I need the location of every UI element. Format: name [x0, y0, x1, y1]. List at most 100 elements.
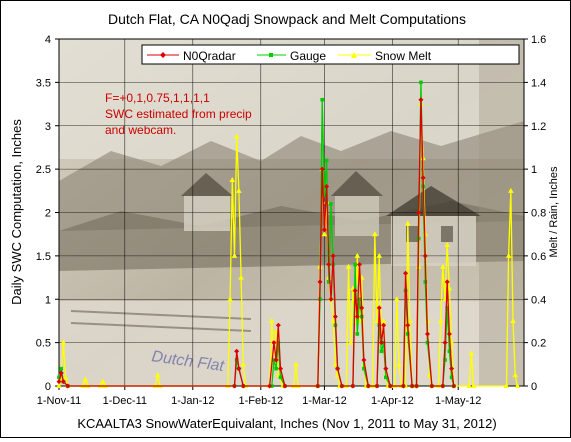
data-point-n0qradar [350, 383, 356, 389]
data-point-snow-melt [508, 187, 514, 193]
data-point-snow-melt [332, 361, 339, 367]
data-point-gauge [357, 297, 362, 302]
data-point-gauge [320, 97, 325, 102]
data-point-snow-melt [466, 383, 472, 388]
data-point-gauge [423, 280, 428, 284]
data-point-n0qradar [282, 383, 288, 389]
data-point-gauge [329, 202, 333, 206]
series-n0qradar [56, 97, 457, 389]
data-point-n0qradar [374, 383, 380, 389]
data-point-n0qradar [65, 383, 71, 389]
data-point-n0qradar [326, 262, 332, 268]
data-point-n0qradar [317, 279, 323, 285]
y-tick-label: 1 [45, 294, 51, 306]
data-point-n0qradar [278, 366, 284, 372]
data-point-n0qradar [387, 383, 393, 389]
data-point-snow-melt [60, 339, 67, 345]
legend-marker-gauge [269, 53, 273, 57]
data-point-snow-melt [404, 220, 411, 226]
data-point-n0qradar [446, 331, 452, 337]
legend-label-gauge: Gauge [290, 49, 326, 63]
y2-tick-label: 0.6 [531, 251, 546, 263]
data-point-snow-melt [514, 383, 521, 388]
data-point-n0qradar [231, 383, 237, 389]
data-point-n0qradar [414, 383, 420, 389]
data-point-n0qradar [440, 383, 446, 389]
data-point-n0qradar [376, 305, 382, 311]
data-point-snow-melt [510, 317, 516, 323]
data-point-snow-melt [470, 383, 477, 388]
y2-tick-label: 1.2 [531, 121, 546, 133]
x-tick-label: 1-Dec-11 [103, 395, 147, 407]
x-axis-label: KCAALTA3 SnowWaterEquivalant, Inches (No… [77, 416, 496, 431]
data-point-n0qradar [354, 314, 360, 320]
data-point-n0qradar [383, 366, 389, 372]
y2-tick-label: 1 [531, 164, 537, 176]
data-point-gauge [425, 340, 430, 345]
x-tick-label: 1-Mar-12 [302, 395, 347, 407]
data-point-snow-melt [437, 317, 444, 323]
x-tick-label: 1-Jan-12 [171, 395, 214, 407]
y2-tick-label: 0.4 [531, 294, 546, 306]
x-tick-label: 1-Apr-12 [371, 395, 414, 407]
data-point-n0qradar [451, 383, 457, 389]
data-point-snow-melt [231, 252, 238, 258]
x-tick-label: 1-Feb-12 [238, 395, 283, 407]
data-point-n0qradar [60, 379, 66, 385]
y2-tick-label: 1.4 [531, 77, 546, 89]
y2-tick-label: 0 [531, 381, 537, 393]
x-tick-label: 1-Nov-11 [37, 395, 81, 407]
data-point-snow-melt [347, 339, 354, 345]
data-point-snow-melt [444, 242, 451, 248]
data-point-snow-melt [345, 263, 352, 269]
data-point-n0qradar [271, 340, 277, 346]
data-point-n0qradar [339, 383, 345, 389]
data-point-gauge [324, 158, 329, 163]
data-point-n0qradar [267, 383, 273, 389]
legend-marker-n0qradar [160, 52, 166, 58]
data-point-gauge [449, 375, 454, 380]
data-point-gauge [274, 366, 278, 371]
legend-marker-snow-melt [351, 52, 357, 58]
data-point-snow-melt [229, 176, 236, 182]
y-tick-label: 0.5 [36, 338, 51, 350]
data-point-n0qradar [409, 383, 415, 389]
data-point-n0qradar [361, 357, 367, 363]
y-tick-label: 0 [45, 381, 51, 393]
annotation-line-3: and webcam. [105, 123, 176, 137]
data-point-gauge [278, 375, 283, 380]
data-point-gauge [384, 375, 388, 380]
data-point-snow-melt [354, 252, 361, 258]
data-point-snow-melt [330, 317, 336, 323]
data-point-snow-melt [505, 252, 512, 258]
data-point-snow-melt [468, 350, 475, 356]
data-point-snow-melt [407, 317, 413, 323]
data-point-n0qradar [422, 253, 428, 259]
data-point-n0qradar [442, 340, 448, 346]
annotation-line-1: F=+0,1,0.75,1,1,1,1 [105, 91, 210, 105]
data-point-snow-melt [233, 133, 240, 139]
data-point-snow-melt [372, 231, 378, 237]
data-point-gauge [419, 80, 423, 85]
y2-tick-label: 0.2 [531, 338, 546, 350]
annotation-line-2: SWC estimated from precip [105, 107, 252, 121]
y-axis-label: Daily SWC Computation, Inches [9, 119, 24, 305]
data-point-n0qradar [356, 262, 362, 268]
data-point-snow-melt [512, 372, 519, 378]
y-tick-label: 2 [45, 208, 51, 220]
data-point-n0qradar [328, 296, 334, 302]
y2-tick-label: 1.6 [531, 34, 546, 46]
data-point-gauge [355, 332, 360, 336]
data-point-gauge [322, 193, 327, 197]
data-point-snow-melt [154, 372, 161, 378]
data-point-n0qradar [405, 322, 411, 328]
data-point-gauge [447, 349, 452, 354]
x-tick-label: 1-May-12 [435, 395, 481, 407]
data-point-snow-melt [227, 296, 233, 302]
data-point-snow-melt [321, 231, 328, 237]
chart-title: Dutch Flat, CA N0Qadj Snowpack and Melt … [108, 11, 466, 27]
data-point-n0qradar [403, 270, 409, 276]
data-point-n0qradar [324, 183, 330, 189]
data-point-snow-melt [396, 361, 402, 367]
